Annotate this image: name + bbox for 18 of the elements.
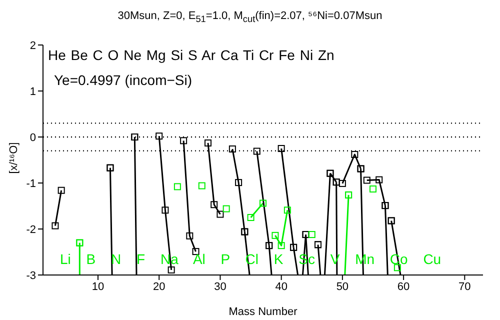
y-tick-label: 2 bbox=[30, 40, 36, 52]
x-tick-label: 50 bbox=[336, 280, 349, 293]
y-tick-label: -1 bbox=[26, 178, 36, 190]
y-tick-label: 1 bbox=[30, 86, 36, 98]
x-tick-label: 30 bbox=[214, 280, 226, 293]
x-tick-label: 60 bbox=[397, 280, 410, 293]
x-tick-label: 70 bbox=[458, 280, 471, 293]
x-tick-label: 20 bbox=[152, 280, 166, 293]
x-tick-label: 10 bbox=[92, 280, 104, 293]
x-tick-label: 40 bbox=[275, 280, 288, 293]
chart-title: 30Msun, Z=0, E$_{51}$=1.0, M$_{cut}$(fin)=2.07, ⁵⁶Ni=0.07Msun bbox=[116, 10, 384, 24]
y-axis-title: [x/¹⁶O] bbox=[8, 141, 20, 176]
annotation: He Be C O Ne Mg Si S Ar Ca Ti Cr Fe Ni Zn bbox=[48, 47, 334, 63]
y-tick-label: -2 bbox=[26, 224, 36, 236]
y-tick-label: 0 bbox=[30, 132, 36, 144]
x-axis-title: Mass Number bbox=[228, 306, 298, 318]
annotation: Ye=0.4997 (incom−Si) bbox=[54, 72, 192, 88]
y-tick-label: -3 bbox=[26, 270, 36, 282]
